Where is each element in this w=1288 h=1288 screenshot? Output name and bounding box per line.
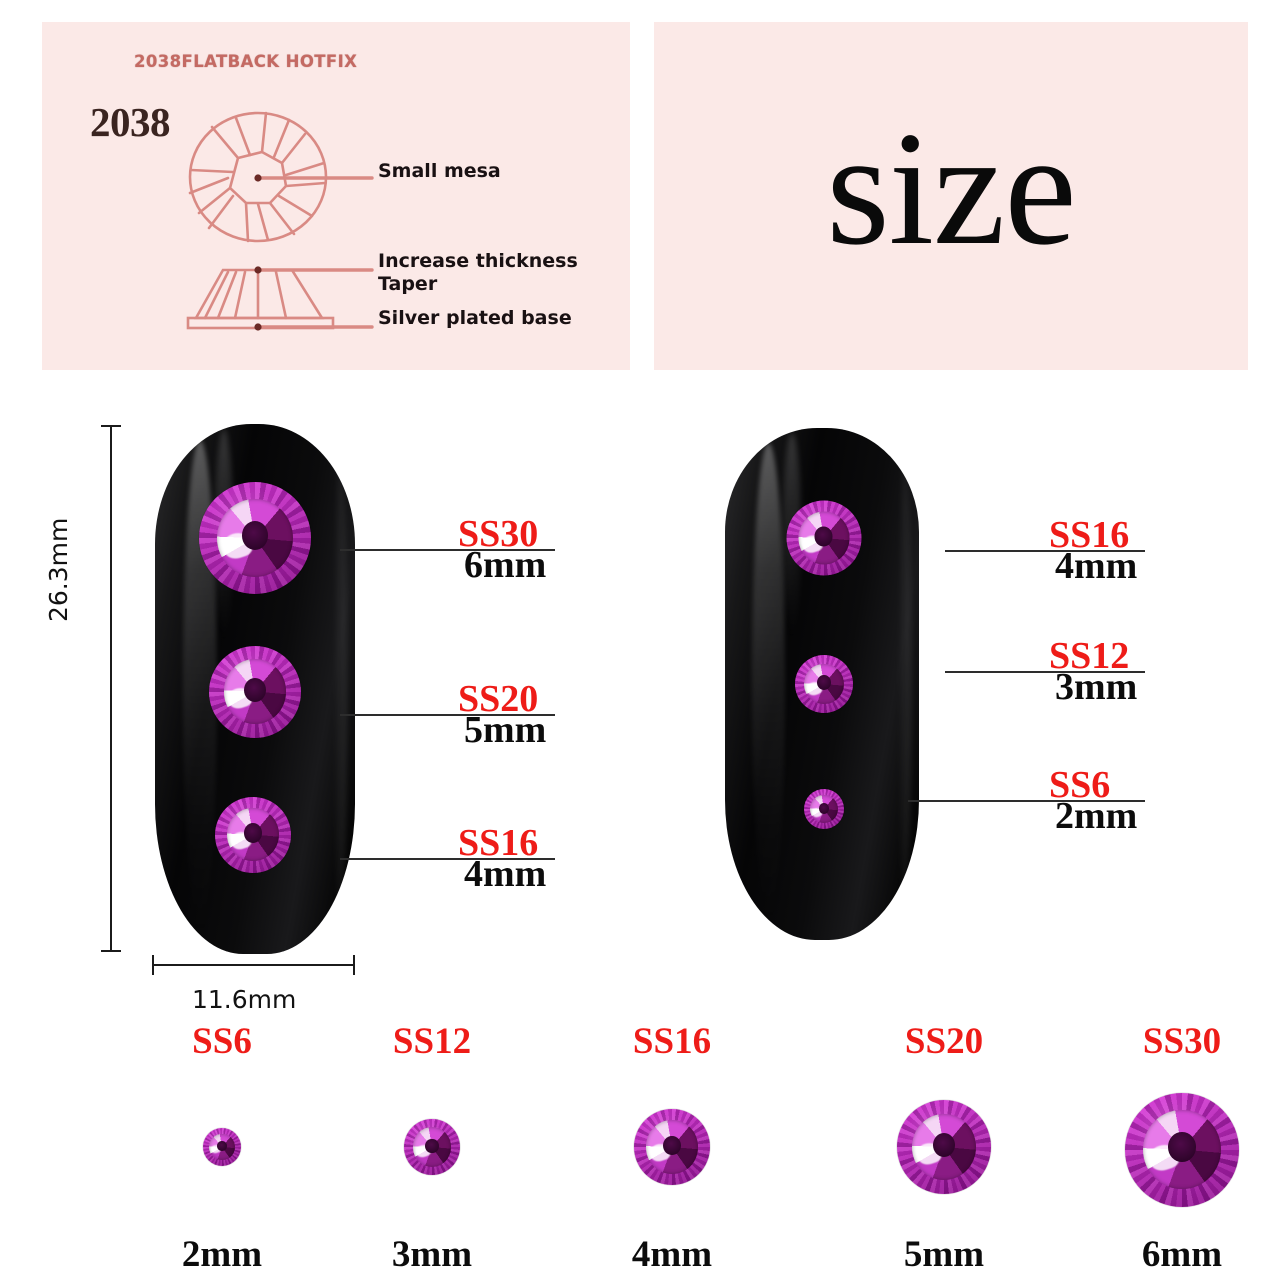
nail-right-gem-ss16 <box>786 500 862 576</box>
gem-culet <box>816 675 831 691</box>
width-dimension-cap-right <box>353 955 355 975</box>
swatch-gem <box>404 1119 460 1175</box>
swatch-ss30: SS30 6mm <box>1082 1020 1282 1280</box>
size-swatch-row: SS6 2mm SS12 3mm SS16 <box>60 1020 1240 1280</box>
size-heading: size <box>826 98 1076 279</box>
nail-left-gem-ss20 <box>209 645 301 738</box>
swatch-gem-holder <box>844 1082 1044 1212</box>
swatch-mm-label: 4mm <box>631 1234 713 1275</box>
flatback-diagram-panel <box>42 22 630 370</box>
swatch-ss12: SS12 3mm <box>332 1020 532 1280</box>
leader-ss-label: SS16 <box>458 822 539 864</box>
callout-silver-plated-base: Silver plated base <box>378 307 572 329</box>
product-code-label: 2038 <box>90 99 171 145</box>
leader-mm-label: 5mm <box>464 709 547 751</box>
height-dimension-line <box>110 425 112 952</box>
leader-ss-label: SS30 <box>458 513 539 555</box>
leader-line <box>340 714 555 716</box>
swatch-ss20: SS20 5mm <box>844 1020 1044 1280</box>
leader-mm-label: 4mm <box>1055 545 1138 587</box>
gem-culet <box>932 1132 956 1158</box>
leader-mm-label: 6mm <box>464 544 547 586</box>
leader-mm-label: 4mm <box>464 853 547 895</box>
swatch-ss6: SS6 2mm <box>122 1020 322 1280</box>
callout-anchor-dots <box>254 174 262 331</box>
gem-culet <box>819 803 829 814</box>
nail-left-edge-light <box>333 455 347 912</box>
swatch-ss-label: SS16 <box>632 1021 712 1062</box>
swatch-ss-label: SS30 <box>1142 1021 1222 1062</box>
flatback-technical-drawing <box>186 111 374 331</box>
height-dimension-cap-top <box>101 425 121 427</box>
nail-right-edge-light <box>897 458 912 900</box>
leader-line <box>945 671 1145 673</box>
callout-small-mesa: Small mesa <box>378 160 501 182</box>
swatch-gem-holder <box>332 1082 532 1212</box>
swatch-gem-holder <box>122 1082 322 1212</box>
swatch-mm-label: 6mm <box>1141 1234 1223 1275</box>
gem-culet <box>243 677 267 702</box>
panel-header-text: 2038FLATBACK HOTFIX <box>134 52 358 71</box>
nail-height-label: 26.3mm <box>44 517 73 622</box>
swatch-gem-holder <box>1082 1082 1282 1212</box>
nail-right-gem-ss12 <box>794 655 853 713</box>
gem-culet <box>1168 1132 1196 1163</box>
nail-right <box>725 428 919 940</box>
callout-leader-lines <box>256 176 374 329</box>
width-dimension-line <box>152 964 355 966</box>
gem-culet <box>425 1138 439 1154</box>
gem-culet <box>243 823 263 844</box>
height-dimension-cap-bottom <box>101 950 121 952</box>
size-word-panel <box>654 22 1248 370</box>
swatch-ss-label: SS12 <box>392 1021 472 1062</box>
swatch-mm-label: 3mm <box>391 1234 473 1275</box>
swatch-mm-label: 2mm <box>181 1234 263 1275</box>
rosette-inner-polygon <box>228 150 288 205</box>
nail-left-gem-ss30 <box>199 481 311 594</box>
swatch-ss-label: SS6 <box>192 1021 252 1062</box>
gem-culet <box>241 521 269 551</box>
rosette-spokes <box>188 111 327 243</box>
leader-mm-label: 3mm <box>1055 666 1138 708</box>
callout-increase-thickness: Increase thickness <box>378 250 578 272</box>
leader-ss-label: SS20 <box>458 678 539 720</box>
leader-ss-label: SS6 <box>1049 764 1111 806</box>
swatch-gem-holder <box>572 1082 772 1212</box>
nail-right-gem-ss6 <box>803 789 844 830</box>
taper-facet-2 <box>216 270 238 320</box>
callout-taper: Taper <box>378 273 438 295</box>
taper-facet-4 <box>274 270 288 320</box>
taper-facet-1 <box>203 270 230 320</box>
leader-line <box>340 858 555 860</box>
leader-line <box>908 800 1145 802</box>
leader-ss-label: SS12 <box>1049 635 1130 677</box>
taper-facet-3 <box>233 270 247 320</box>
gem-culet <box>814 526 833 547</box>
leader-ss-label: SS16 <box>1049 514 1130 556</box>
swatch-gem <box>1125 1092 1239 1207</box>
nail-left <box>155 424 355 954</box>
swatch-mm-label: 5mm <box>903 1234 985 1275</box>
leader-line <box>340 549 555 551</box>
swatch-gem <box>203 1128 241 1166</box>
leader-line <box>945 550 1145 552</box>
nail-width-label: 11.6mm <box>192 985 297 1014</box>
swatch-gem <box>634 1109 710 1185</box>
nail-left-gem-ss16 <box>215 796 291 873</box>
swatch-ss16: SS16 4mm <box>572 1020 772 1280</box>
swatch-gem <box>897 1100 991 1194</box>
width-dimension-cap-left <box>152 955 154 975</box>
gem-culet <box>217 1141 227 1152</box>
leader-mm-label: 2mm <box>1055 795 1138 837</box>
swatch-ss-label: SS20 <box>904 1021 984 1062</box>
nail-right-gloss <box>752 443 786 925</box>
gem-culet <box>662 1135 682 1156</box>
